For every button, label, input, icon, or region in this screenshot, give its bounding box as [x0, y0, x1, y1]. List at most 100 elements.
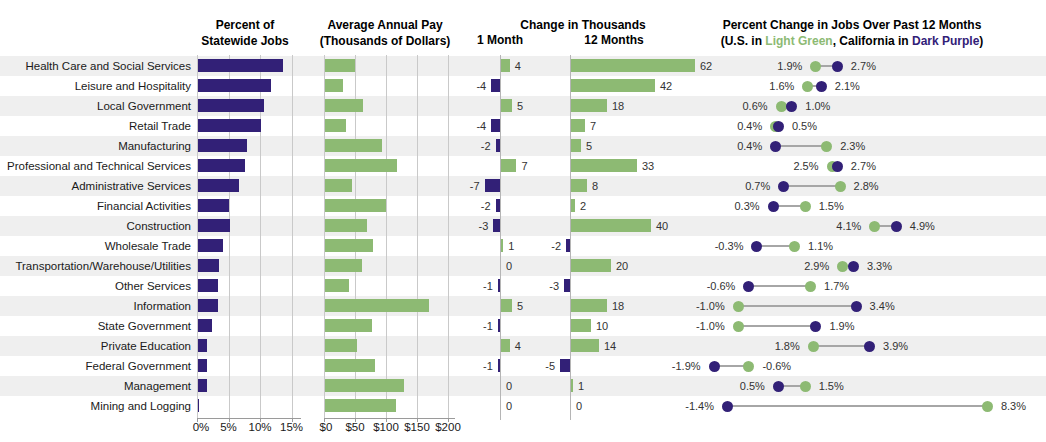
row-label: Professional and Technical Services — [0, 156, 197, 176]
header-line: Percent Change in Jobs Over Past 12 Mont… — [721, 17, 984, 33]
header-line: Percent of — [201, 17, 288, 33]
row-label: Health Care and Social Services — [0, 56, 197, 76]
twelve-month-value: -2 — [551, 236, 561, 256]
twelve-month-bar — [571, 379, 573, 392]
pct-change-right-value: 1.1% — [808, 236, 833, 256]
pay-bar — [325, 159, 397, 172]
one-month-value: 4 — [515, 336, 521, 356]
ca-dot — [722, 401, 733, 412]
pct-jobs-bar — [198, 399, 199, 412]
pct-jobs-bar — [198, 279, 218, 292]
one-month-value: -4 — [476, 76, 486, 96]
pct-jobs-bar — [198, 259, 219, 272]
subheader-12-months: 12 Months — [584, 33, 643, 47]
pay-bar — [325, 379, 404, 392]
row-label: Administrative Services — [0, 176, 197, 196]
pct-change-left-value: 1.8% — [775, 336, 800, 356]
pct-change-right-value: 2.7% — [851, 56, 876, 76]
twelve-month-value: -3 — [549, 276, 559, 296]
pct-jobs-bar — [198, 99, 264, 112]
pct-change-left-value: 2.5% — [793, 156, 818, 176]
pct-change-left-value: 0.7% — [745, 176, 770, 196]
x-tick-label: $100 — [373, 421, 399, 433]
row-label: Private Education — [0, 336, 197, 356]
pct-jobs-bar — [198, 139, 247, 152]
row-label: Financial Activities — [0, 196, 197, 216]
pay-bar — [325, 319, 372, 332]
one-month-bar — [496, 139, 500, 152]
one-month-bar — [493, 219, 500, 232]
row-label: Manufacturing — [0, 136, 197, 156]
us-dot — [810, 61, 821, 72]
dumbbell-connector — [738, 325, 816, 327]
one-month-value: 0 — [506, 376, 512, 396]
pct-jobs-bar — [198, 239, 223, 252]
ca-dot — [832, 61, 843, 72]
ca-dot — [770, 141, 781, 152]
x-tick-label: 15% — [280, 421, 303, 433]
pct-change-left-value: 4.1% — [836, 216, 861, 236]
pct-change-left-value: -1.4% — [685, 396, 714, 416]
pct-change-right-value: 3.4% — [870, 296, 895, 316]
pct-change-left-value: -0.3% — [715, 236, 744, 256]
pct-change-right-value: 3.9% — [883, 336, 908, 356]
pct-change-right-value: 8.3% — [1001, 396, 1026, 416]
header-line: Average Annual Pay — [320, 17, 451, 33]
pct-jobs-bar — [198, 159, 245, 172]
header-average-annual-pay: Average Annual Pay (Thousands of Dollars… — [320, 17, 451, 49]
pct-change-left-value: -0.6% — [707, 276, 736, 296]
gridline — [292, 55, 293, 418]
ca-dot — [786, 101, 797, 112]
pay-bar — [325, 399, 396, 412]
ca-dot — [848, 261, 859, 272]
row-label: State Government — [0, 316, 197, 336]
us-dot — [733, 321, 744, 332]
us-dot — [805, 281, 816, 292]
ca-dot — [768, 201, 779, 212]
twelve-month-bar — [571, 99, 607, 112]
pct-change-right-value: 1.5% — [819, 196, 844, 216]
ca-dot — [891, 221, 902, 232]
pct-change-right-value: 2.7% — [851, 156, 876, 176]
header-percent-statewide-jobs: Percent of Statewide Jobs — [201, 17, 288, 49]
one-month-value: 5 — [517, 296, 523, 316]
row-label: Mining and Logging — [0, 396, 197, 416]
pay-bar — [325, 359, 375, 372]
twelve-month-bar — [571, 119, 585, 132]
legend-text: ) — [979, 34, 983, 48]
gridline — [386, 55, 387, 418]
pct-change-left-value: 2.9% — [804, 256, 829, 276]
pct-change-left-value: -1.0% — [696, 296, 725, 316]
pct-change-left-value: 0.6% — [743, 96, 768, 116]
one-month-bar — [501, 299, 512, 312]
pct-change-right-value: 0.5% — [792, 116, 817, 136]
dumbbell-connector — [749, 285, 811, 287]
x-tick-label: 0% — [193, 421, 210, 433]
one-month-bar — [501, 59, 510, 72]
row-label: Local Government — [0, 96, 197, 116]
pct-jobs-bar — [198, 379, 207, 392]
twelve-month-bar — [571, 339, 599, 352]
one-month-value: 0 — [506, 256, 512, 276]
one-month-value: 1 — [508, 236, 514, 256]
pct-change-left-value: -1.9% — [672, 356, 701, 376]
pay-axis — [324, 418, 455, 419]
ca-dot — [778, 181, 789, 192]
x-tick-label: $50 — [345, 421, 364, 433]
pct-change-left-value: 1.9% — [777, 56, 802, 76]
pay-bar — [325, 179, 352, 192]
row-label: Retail Trade — [0, 116, 197, 136]
x-tick-label: $0 — [320, 421, 333, 433]
pct-change-right-value: 1.5% — [819, 376, 844, 396]
one-month-value: 7 — [521, 156, 527, 176]
legend-ca-dark-purple: Dark Purple — [912, 34, 979, 48]
one-month-bar — [501, 99, 512, 112]
pct-jobs-bar — [198, 79, 271, 92]
twelve-month-value: 33 — [642, 156, 654, 176]
pay-bar — [325, 259, 362, 272]
ca-dot — [864, 341, 875, 352]
pct-jobs-axis — [197, 418, 301, 419]
pct-change-right-value: 2.1% — [835, 76, 860, 96]
twelve-month-bar — [571, 219, 651, 232]
twelve-month-value: 0 — [576, 396, 582, 416]
